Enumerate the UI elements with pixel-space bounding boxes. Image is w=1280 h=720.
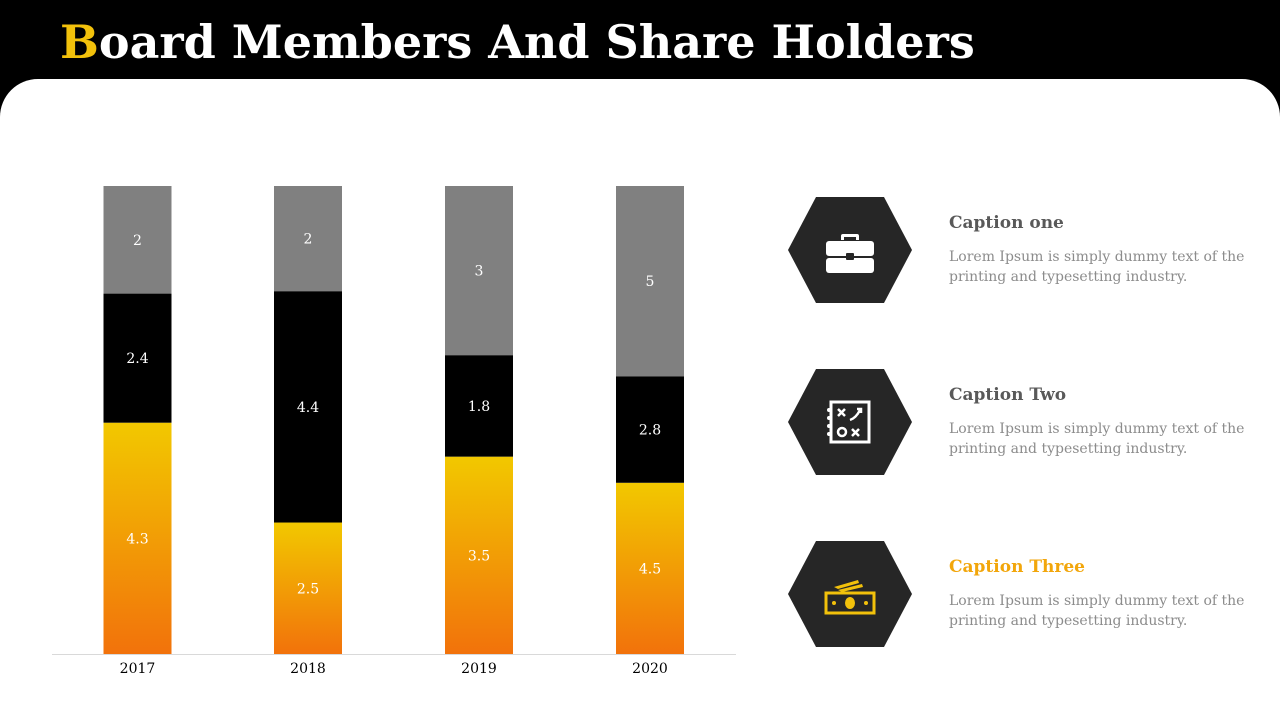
data-label: 3.5 [468,548,490,564]
money-icon [824,580,876,615]
bar-segment-black [274,291,342,523]
bar-segment-black [103,293,172,423]
hexagon-badge [788,197,912,303]
data-label: 4.3 [126,531,148,547]
caption-title: Caption Three [949,557,1085,577]
caption-two-block: Caption Two Lorem Ipsum is simply dummy … [788,369,1258,475]
briefcase-icon [826,234,874,273]
caption-title: Caption Two [949,385,1067,405]
data-label: 2 [133,233,142,249]
bar-segment-black [445,355,513,457]
x-tick-label: 2019 [461,661,497,677]
bar-segment-gray [274,186,342,292]
data-label: 2 [304,232,313,248]
bar-segment-yellow [274,522,342,654]
hexagon-badge [788,541,912,647]
title-first-letter: B [60,15,99,69]
x-tick-label: 2017 [120,661,156,677]
data-label: 5 [646,274,655,290]
page-title: Board Members And Share Holders [60,10,975,74]
data-label: 4.4 [297,400,319,416]
caption-text: Lorem Ipsum is simply dummy text of the … [949,421,1245,457]
caption-text: Lorem Ipsum is simply dummy text of the … [949,249,1245,285]
data-label: 3 [475,264,484,280]
caption-three-block: Caption Three Lorem Ipsum is simply dumm… [788,541,1258,647]
strategy-board-icon [827,400,871,444]
bar-segment-yellow [103,422,172,654]
x-tick-label: 2018 [290,661,326,677]
bar-segment-gray [103,186,172,294]
title-rest: oard Members And Share Holders [98,15,975,69]
bar-segment-black [616,376,684,483]
stacked-bar-chart: 4.3 2.4 2 2017 2.5 4.4 2 2018 3.5 1.8 3 2019 4.5 2.8 5… [52,186,736,677]
x-tick-label: 2020 [632,661,668,677]
bar-segment-yellow [445,456,513,654]
data-label: 4.5 [639,561,661,577]
data-label: 2.5 [297,581,319,597]
hexagon-badge [788,369,912,475]
data-label: 1.8 [468,399,490,415]
bar-segment-yellow [616,482,684,654]
data-label: 2.4 [126,351,148,367]
caption-one-block: Caption one Lorem Ipsum is simply dummy … [788,197,1258,303]
bar-segment-gray [616,186,684,377]
caption-text: Lorem Ipsum is simply dummy text of the … [949,593,1245,629]
bar-segment-gray [445,186,513,356]
data-label: 2.8 [639,423,661,439]
caption-title: Caption one [949,213,1064,233]
